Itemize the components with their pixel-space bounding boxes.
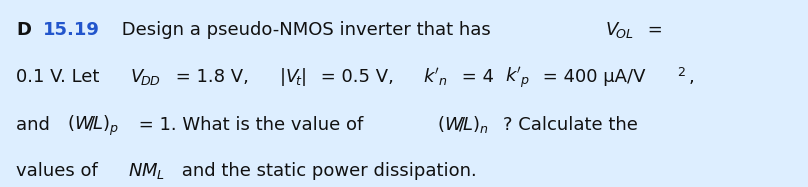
Text: = 1. What is the value of: = 1. What is the value of (133, 116, 369, 134)
Text: and the static power dissipation.: and the static power dissipation. (176, 162, 477, 180)
Text: ? Calculate the: ? Calculate the (503, 116, 638, 134)
Text: $|V_{\!t}|$: $|V_{\!t}|$ (280, 66, 307, 88)
Text: = 4: = 4 (456, 68, 494, 86)
Text: $V_{\!DD}$: $V_{\!DD}$ (130, 68, 162, 88)
Text: $\mathit{NM}_L$: $\mathit{NM}_L$ (128, 161, 166, 181)
Text: 0.1 V. Let: 0.1 V. Let (16, 68, 105, 86)
Text: $k'_p$: $k'_p$ (505, 66, 530, 91)
Text: values of: values of (16, 162, 103, 180)
Text: = 0.5 V,: = 0.5 V, (314, 68, 399, 86)
Text: $^2$: $^2$ (677, 68, 686, 86)
Text: = 1.8 V,: = 1.8 V, (170, 68, 255, 86)
Text: $(W\!/\!L)_n$: $(W\!/\!L)_n$ (437, 114, 488, 135)
Text: Design a pseudo-NMOS inverter that has: Design a pseudo-NMOS inverter that has (116, 21, 496, 39)
Text: ,: , (688, 68, 694, 86)
Text: = 400 μA/V: = 400 μA/V (537, 68, 646, 86)
Text: $(W\!/\!L)_p$: $(W\!/\!L)_p$ (67, 114, 119, 138)
Text: and: and (16, 116, 56, 134)
Text: $k'_n$: $k'_n$ (423, 66, 448, 88)
Text: $V_{\!\mathit{OL}}$: $V_{\!\mathit{OL}}$ (605, 20, 633, 39)
Text: 15.19: 15.19 (43, 21, 99, 39)
Text: D: D (16, 21, 31, 39)
Text: =: = (642, 21, 663, 39)
